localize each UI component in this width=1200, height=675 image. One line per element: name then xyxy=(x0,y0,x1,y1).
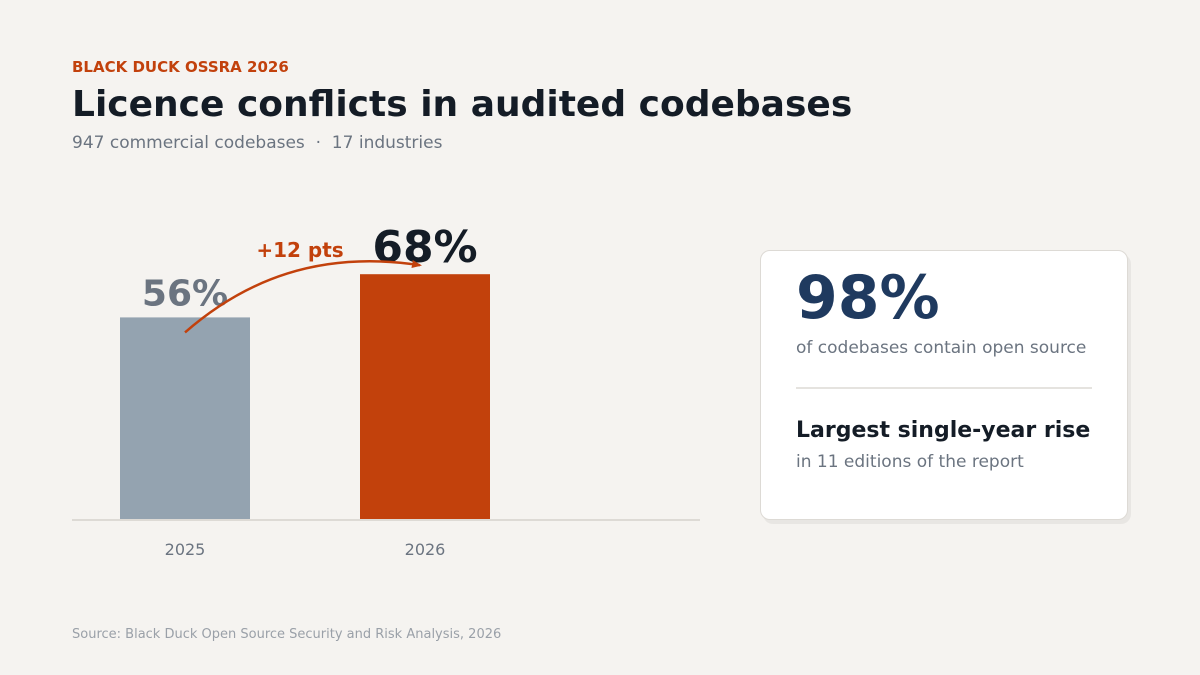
bar-2026 xyxy=(360,274,490,519)
card-headline: Largest single-year rise xyxy=(796,418,1091,443)
value-label-2025: 56% xyxy=(142,273,228,314)
subtitle: 947 commercial codebases · 17 industries xyxy=(72,133,443,153)
page-title: Licence conflicts in audited codebases xyxy=(72,84,853,125)
bar-2025 xyxy=(120,317,250,519)
stat-description: of codebases contain open source xyxy=(796,338,1087,358)
value-label-2026: 68% xyxy=(372,222,477,273)
card-note: in 11 editions of the report xyxy=(796,452,1024,472)
change-annotation: +12 pts xyxy=(256,238,343,262)
change-arrow xyxy=(184,260,422,334)
stat-card: 98% of codebases contain open source Lar… xyxy=(760,250,1128,520)
x-tick-2025: 2025 xyxy=(165,540,206,559)
source-note: Source: Black Duck Open Source Security … xyxy=(72,627,502,642)
x-tick-2026: 2026 xyxy=(405,540,446,559)
eyebrow: BLACK DUCK OSSRA 2026 xyxy=(72,58,289,76)
stat-value: 98% xyxy=(796,263,940,333)
card-divider xyxy=(796,387,1092,389)
bar-chart: 56% 2025 68% 2026 +12 pts xyxy=(72,222,700,559)
